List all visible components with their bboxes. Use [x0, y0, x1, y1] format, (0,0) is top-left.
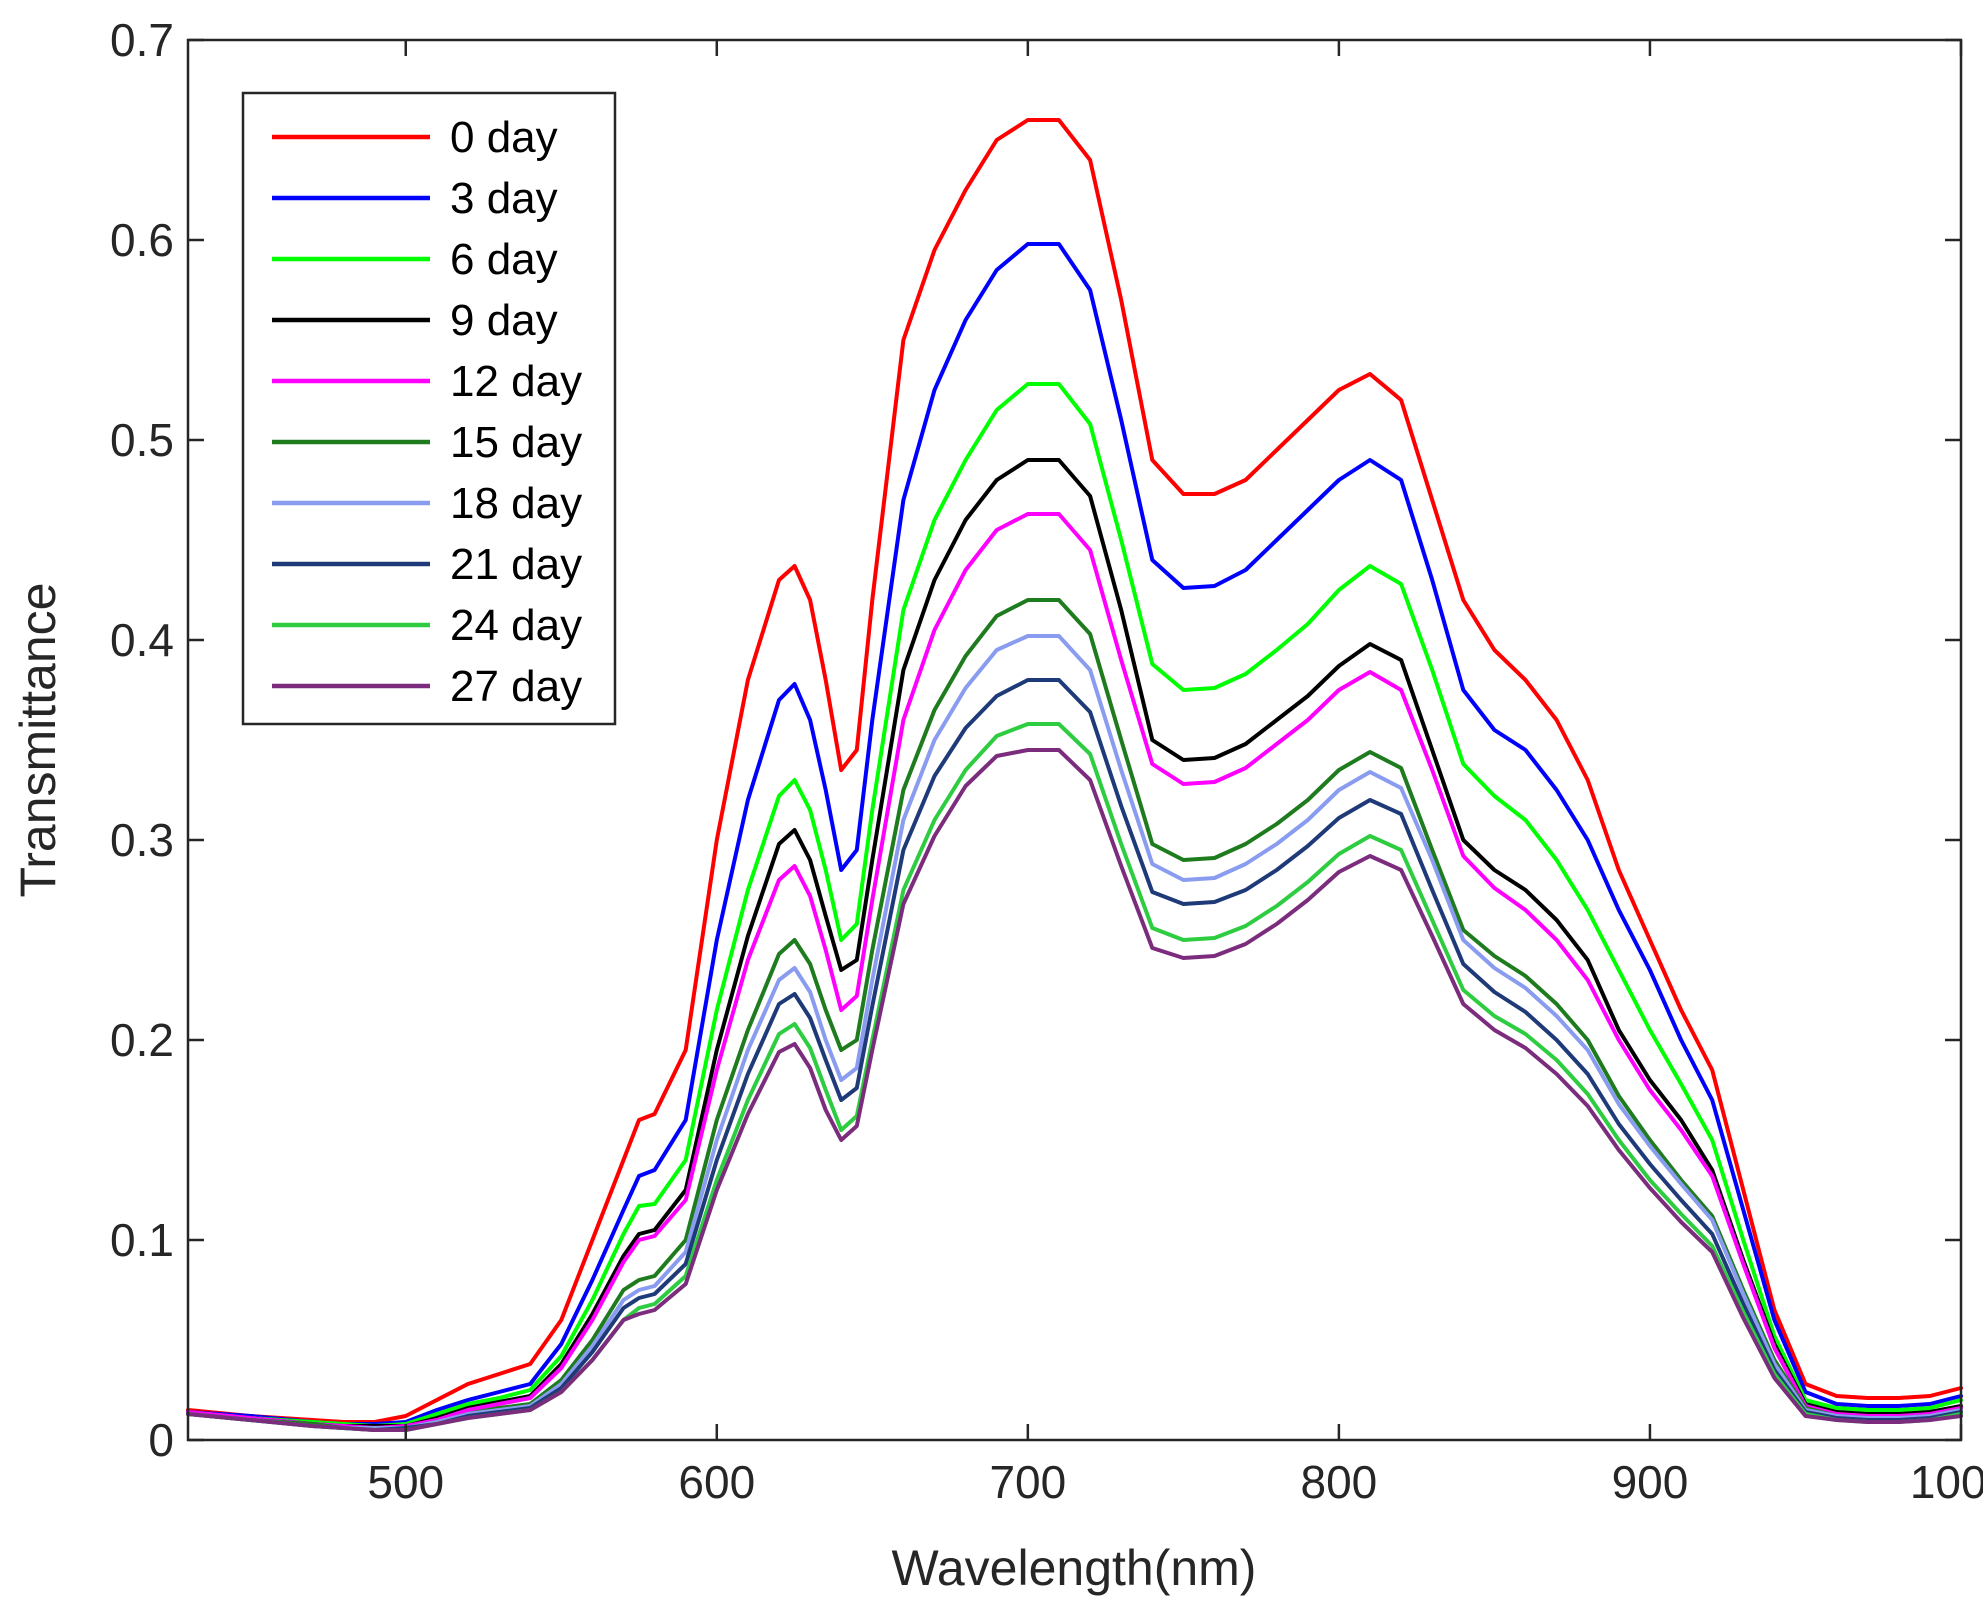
y-tick-label: 0.7 — [110, 14, 174, 66]
y-axis: 0 0.1 0.2 0.3 0.4 0.5 0.6 0.7 — [110, 14, 1961, 1466]
x-axis-title: Wavelength(nm) — [892, 1540, 1257, 1596]
legend-label: 18 day — [450, 479, 582, 528]
legend-label: 27 day — [450, 662, 582, 711]
legend-label: 15 day — [450, 418, 582, 467]
x-tick-label: 500 — [367, 1456, 444, 1508]
x-tick-label: 600 — [678, 1456, 755, 1508]
legend: 0 day 3 day 6 day 9 day 12 day 15 day 18 day 21… — [241, 91, 617, 726]
y-tick-label: 0.2 — [110, 1014, 174, 1066]
legend-label: 3 day — [450, 174, 558, 223]
series-line-6-day — [186, 382, 1963, 1428]
y-tick-label: 0 — [148, 1414, 174, 1466]
series-line-12-day — [186, 512, 1963, 1430]
y-tick-label: 0.3 — [110, 814, 174, 866]
series-line-18-day — [186, 634, 1963, 1430]
y-tick-label: 0.4 — [110, 614, 174, 666]
x-tick-label: 800 — [1301, 1456, 1378, 1508]
series-line-21-day — [186, 678, 1963, 1432]
x-tick-label: 900 — [1612, 1456, 1689, 1508]
x-tick-label: 700 — [989, 1456, 1066, 1508]
series-line-9-day — [186, 458, 1963, 1428]
series-line-0-day — [186, 118, 1963, 1424]
legend-label: 0 day — [450, 113, 558, 162]
plot-frame — [186, 38, 1963, 1442]
legend-label: 24 day — [450, 601, 582, 650]
series-line-15-day — [186, 598, 1963, 1430]
legend-label: 12 day — [450, 357, 582, 406]
series-layer — [186, 118, 1963, 1432]
y-tick-label: 0.1 — [110, 1214, 174, 1266]
y-axis-title: Transmittance — [10, 583, 66, 898]
legend-label: 6 day — [450, 235, 558, 284]
y-tick-label: 0.5 — [110, 414, 174, 466]
y-tick-label: 0.6 — [110, 214, 174, 266]
legend-label: 9 day — [450, 296, 558, 345]
legend-label: 21 day — [450, 540, 582, 589]
series-line-27-day — [186, 748, 1963, 1432]
legend-items: 0 day 3 day 6 day 9 day 12 day 15 day 18 day 21… — [272, 113, 582, 711]
series-line-3-day — [186, 242, 1963, 1426]
